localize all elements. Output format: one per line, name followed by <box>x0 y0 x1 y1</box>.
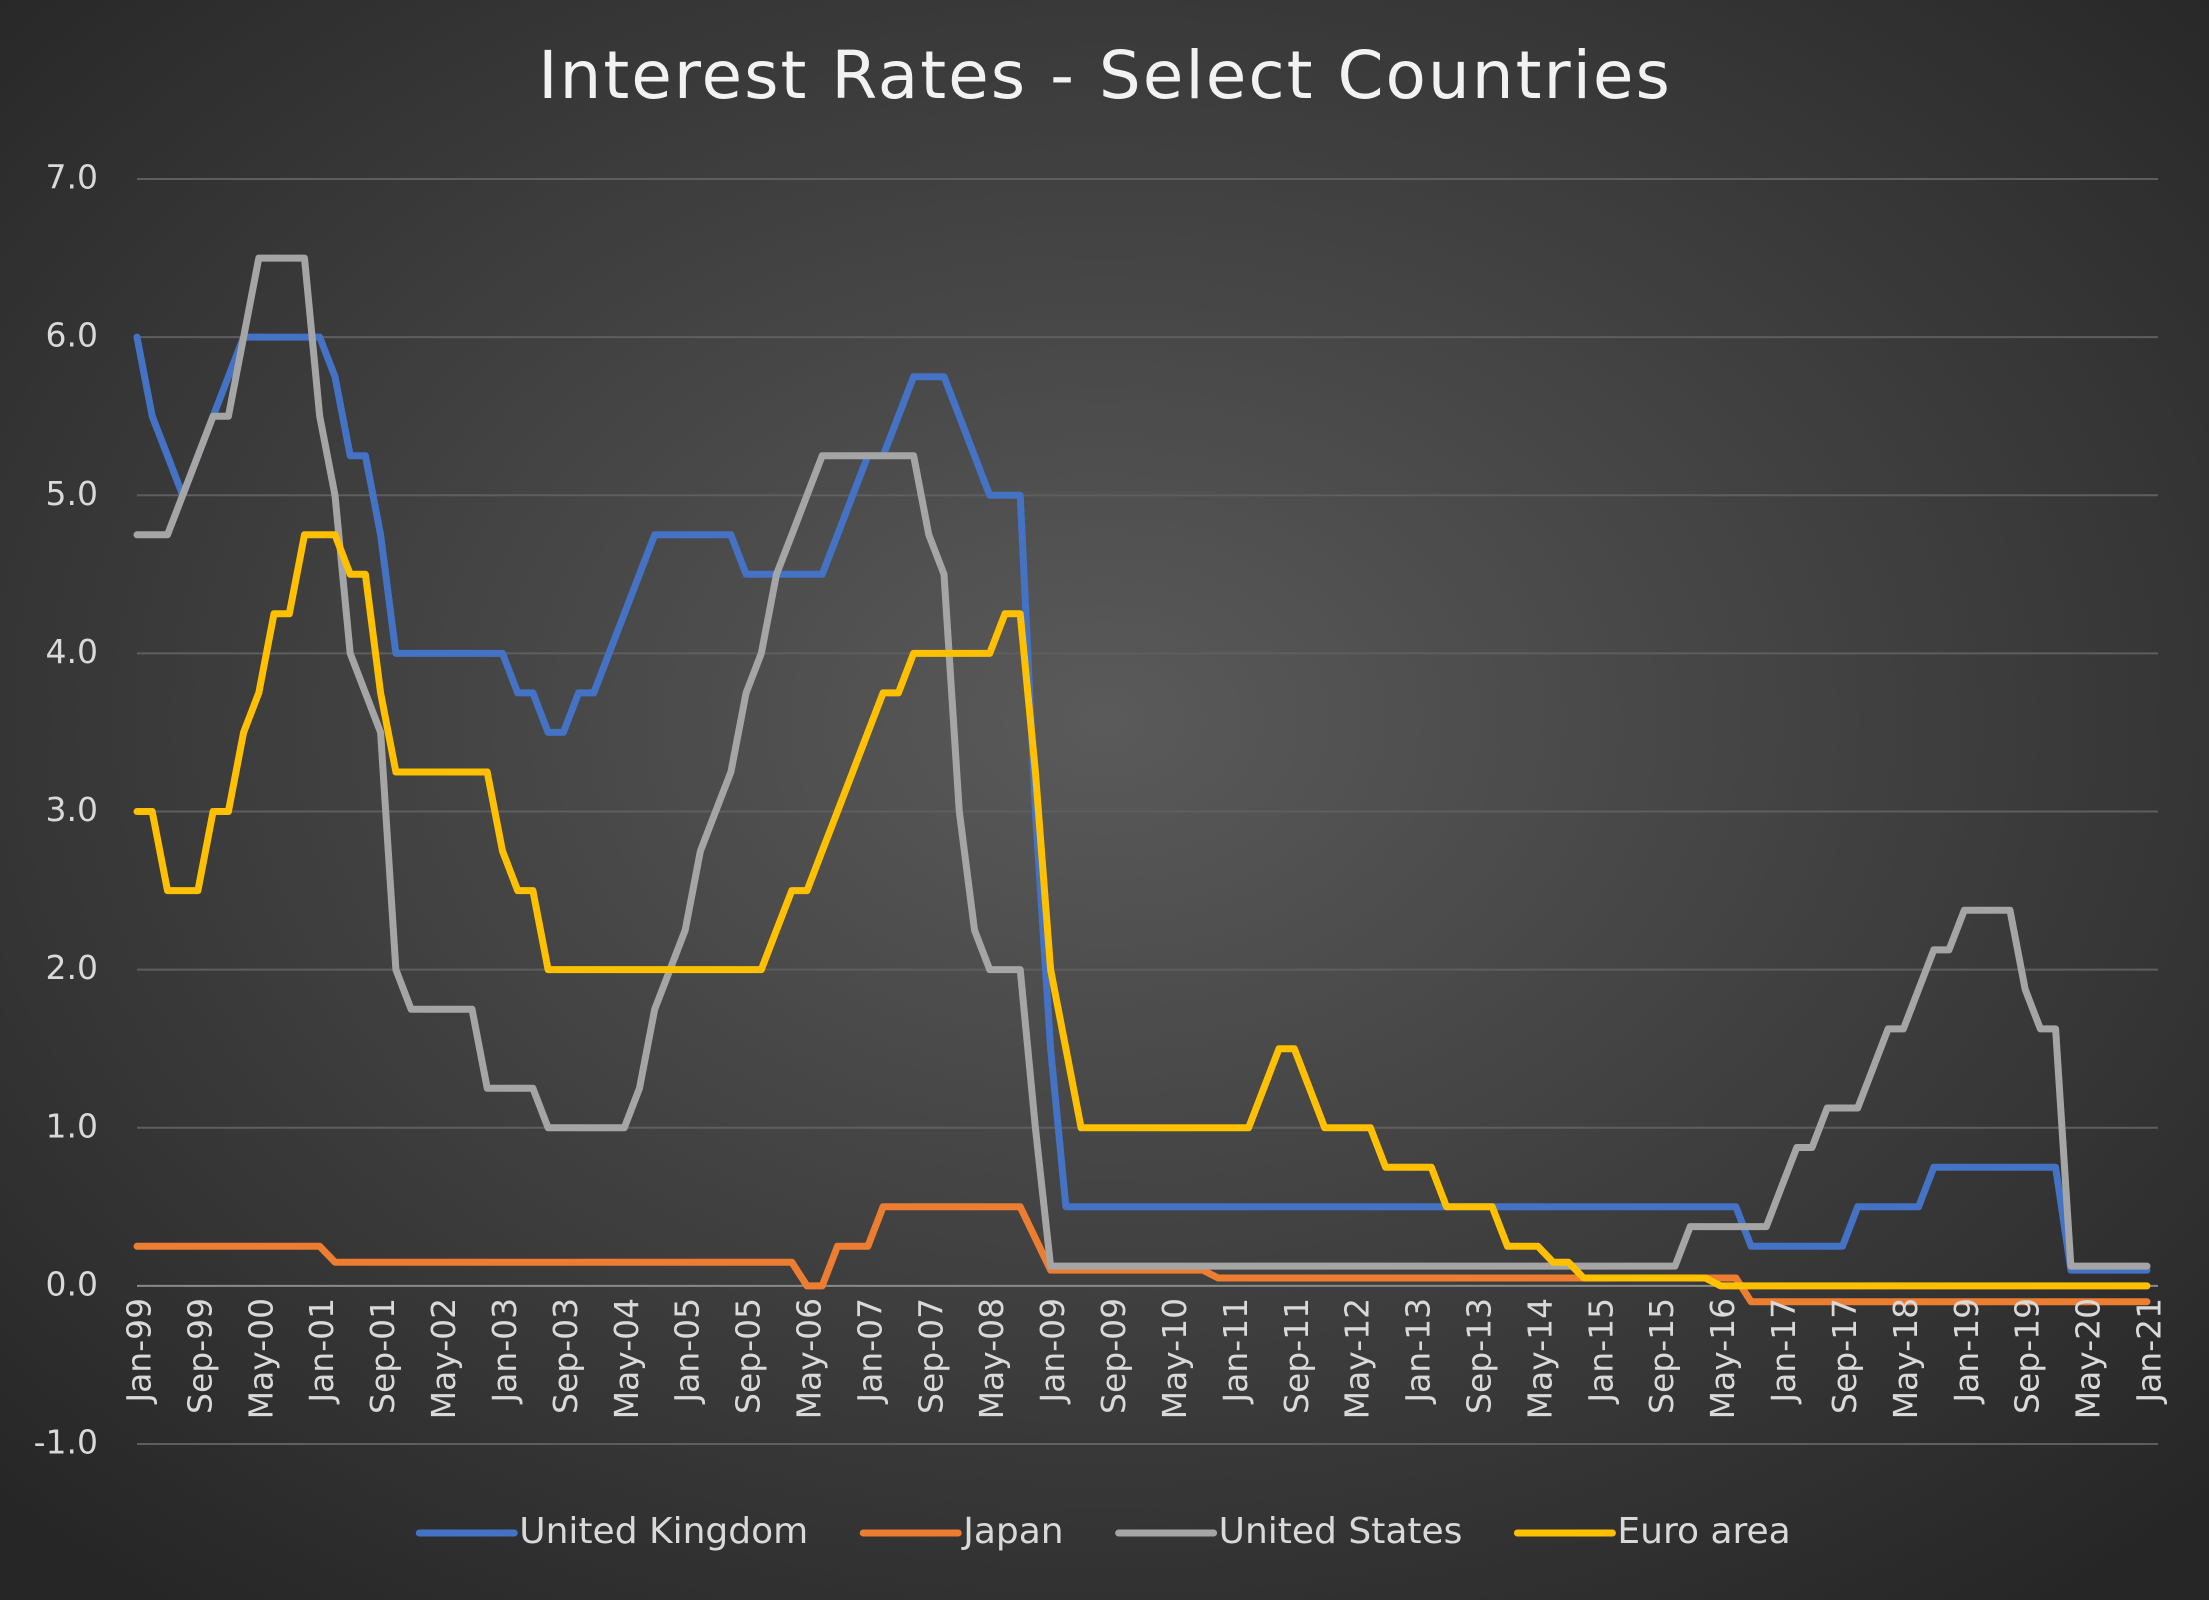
y-tick-label: -1.0 <box>34 1423 98 1462</box>
x-tick-label: Sep-07 <box>911 1298 950 1414</box>
y-tick-label: 0.0 <box>46 1264 98 1303</box>
legend-label: United Kingdom <box>519 1511 808 1552</box>
y-tick-label: 7.0 <box>46 158 98 197</box>
legend-label: United States <box>1219 1511 1463 1552</box>
x-tick-label: Sep-17 <box>1825 1298 1864 1414</box>
y-tick-label: 1.0 <box>46 1106 98 1145</box>
legend-label: Euro area <box>1617 1511 1790 1552</box>
x-tick-label: May-18 <box>1886 1298 1925 1420</box>
x-tick-label: May-06 <box>790 1298 829 1420</box>
chart-title: Interest Rates - Select Countries <box>538 37 1672 114</box>
x-tick-label: Sep-15 <box>1642 1298 1681 1414</box>
x-tick-label: May-16 <box>1703 1298 1742 1420</box>
x-tick-label: Jan-07 <box>850 1298 889 1405</box>
y-tick-label: 4.0 <box>46 632 98 671</box>
x-tick-label: Jan-19 <box>1947 1298 1986 1405</box>
x-tick-label: Sep-05 <box>729 1298 768 1414</box>
x-tick-label: Jan-21 <box>2130 1298 2169 1405</box>
x-tick-label: Sep-09 <box>1094 1298 1133 1414</box>
series-line <box>133 531 2151 1290</box>
x-tick-label: May-08 <box>972 1298 1011 1420</box>
x-tick-label: Sep-13 <box>1460 1298 1499 1414</box>
x-tick-label: Jan-15 <box>1581 1298 1620 1405</box>
y-tick-label: 3.0 <box>46 790 98 829</box>
x-tick-label: Jan-11 <box>1216 1298 1255 1405</box>
x-tick-label: Jan-05 <box>668 1298 707 1405</box>
x-tick-label: May-10 <box>1155 1298 1194 1420</box>
x-tick-label: Jan-13 <box>1399 1298 1438 1405</box>
x-tick-label: Sep-11 <box>1277 1298 1316 1414</box>
series-line <box>133 1203 2151 1306</box>
x-tick-label: Jan-09 <box>1033 1298 1072 1405</box>
x-tick-label: May-04 <box>607 1298 646 1420</box>
series-line <box>133 254 2151 1270</box>
x-tick-label: Sep-19 <box>2008 1298 2047 1414</box>
legend-label: Japan <box>961 1511 1063 1552</box>
x-tick-label: Jan-01 <box>302 1298 341 1405</box>
x-tick-label: Sep-99 <box>180 1298 219 1414</box>
x-tick-label: Jan-99 <box>120 1298 159 1405</box>
x-tick-label: Sep-01 <box>363 1298 402 1414</box>
y-tick-label: 6.0 <box>46 316 98 355</box>
series-line <box>133 333 2151 1274</box>
x-tick-label: May-20 <box>2069 1298 2108 1420</box>
x-tick-label: May-02 <box>424 1298 463 1420</box>
x-tick-label: May-14 <box>1520 1298 1559 1420</box>
x-tick-label: Jan-17 <box>1764 1298 1803 1405</box>
y-tick-label: 5.0 <box>46 474 98 513</box>
x-tick-label: Sep-03 <box>546 1298 585 1414</box>
y-tick-label: 2.0 <box>46 948 98 987</box>
x-tick-label: Jan-03 <box>485 1298 524 1405</box>
x-tick-label: May-12 <box>1338 1298 1377 1420</box>
x-tick-label: May-00 <box>241 1298 280 1420</box>
